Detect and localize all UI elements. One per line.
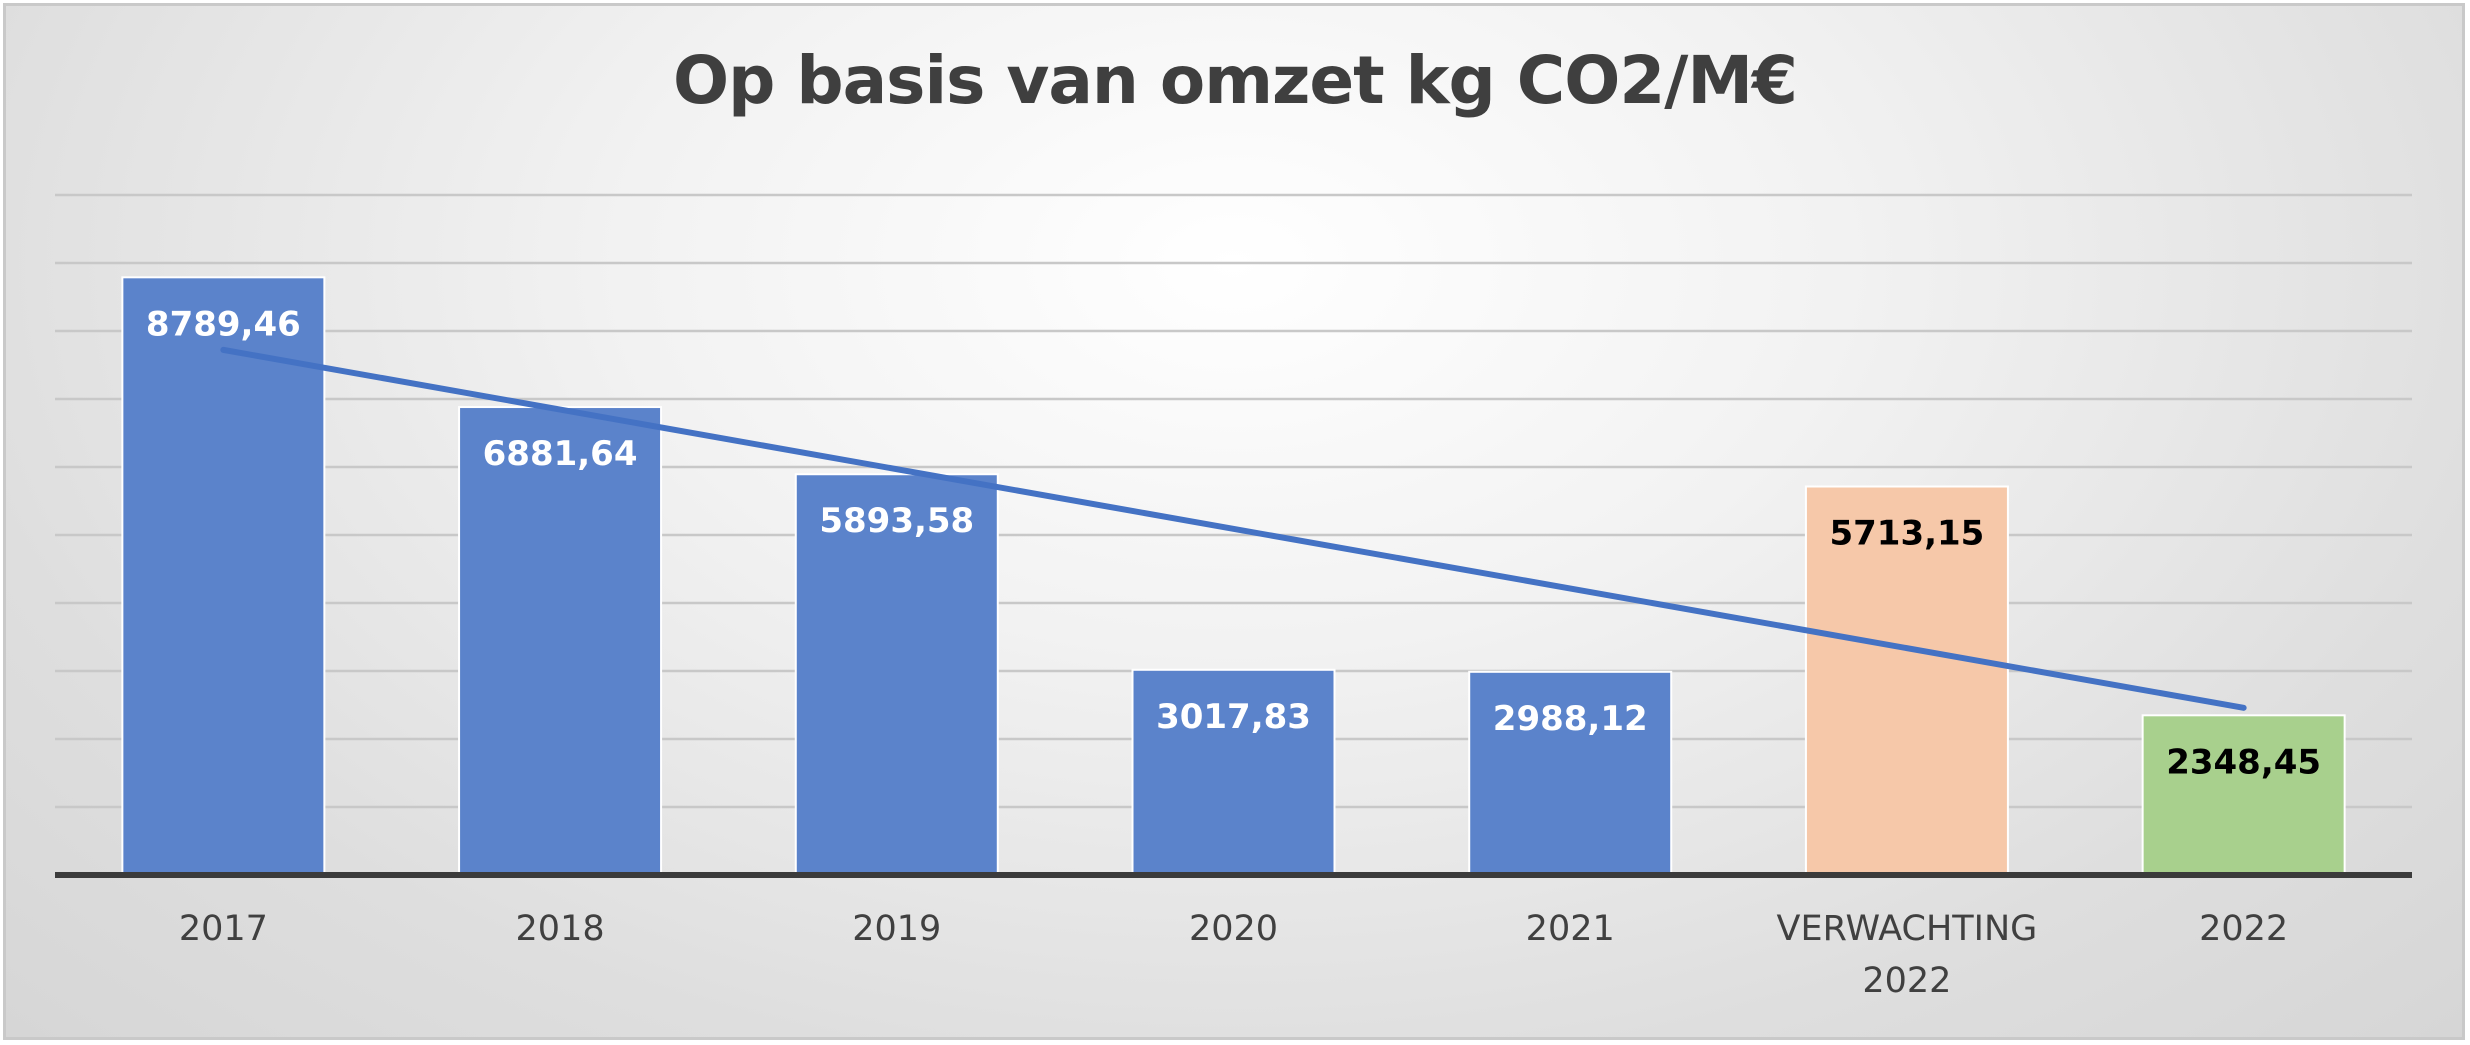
x-tick-label: 2020	[1189, 909, 1278, 949]
data-label: 2348,45	[2166, 742, 2321, 782]
bar	[458, 406, 663, 876]
x-tick-label: 2018	[516, 909, 605, 949]
data-labels: 8789,46 6881,64 5893,58 3017,83 2988,12 5713,…	[146, 304, 2321, 782]
bar	[1804, 485, 2009, 876]
trendline	[220, 346, 2247, 711]
bar	[2141, 714, 2346, 877]
x-tick-label: VERWACHTING	[1777, 909, 2038, 949]
data-label: 2988,12	[1493, 699, 1648, 739]
data-label: 5893,58	[819, 501, 974, 541]
trendline-group	[220, 346, 2247, 711]
bar	[1131, 668, 1336, 876]
data-label: 8789,46	[146, 304, 301, 344]
bar	[121, 276, 326, 876]
data-label: 3017,83	[1156, 697, 1311, 737]
data-label: 6881,64	[483, 434, 638, 474]
x-tick-label: 2019	[852, 909, 941, 949]
x-tick-label: 2021	[1526, 909, 1615, 949]
x-tick-label: 2022	[2199, 909, 2288, 949]
x-tick-labels: 2017 2018 2019 2020 2021 VERWACHTING 2022 2022	[179, 909, 2288, 1001]
bars	[121, 276, 2346, 877]
x-tick-label: 2022	[1862, 961, 1951, 1001]
data-label: 5713,15	[1829, 514, 1984, 554]
bar	[794, 473, 999, 876]
x-tick-label: 2017	[179, 909, 268, 949]
chart-title: Op basis van omzet kg CO2/M€	[673, 42, 1798, 119]
